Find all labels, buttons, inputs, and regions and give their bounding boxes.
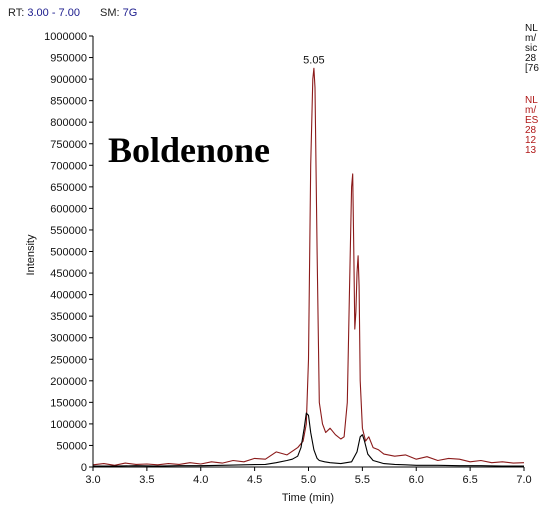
sm-label: SM: <box>100 7 120 19</box>
x-axis-label: Time (min) <box>282 492 334 504</box>
side-red-line: m/ <box>525 105 537 116</box>
side-black-line: [76 <box>525 63 539 74</box>
y-tick-label: 950000 <box>50 53 87 65</box>
y-tick-label: 100000 <box>50 419 87 431</box>
sm-value: 7G <box>122 7 138 19</box>
rt-value: 3.00 - 7.00 <box>27 7 80 19</box>
y-tick-label: 600000 <box>50 203 87 215</box>
axes <box>92 36 524 468</box>
side-red-line: 28 <box>525 125 537 136</box>
y-tick-label: 500000 <box>50 247 87 259</box>
y-tick-label: 250000 <box>50 354 87 366</box>
side-red-line: 12 <box>525 135 537 146</box>
y-tick-label: 550000 <box>50 225 87 237</box>
x-tick-label: 6.0 <box>409 474 424 486</box>
y-tick-label: 350000 <box>50 311 87 323</box>
compound-annotation: Boldenone <box>108 130 270 170</box>
side-black-line: sic <box>525 43 538 54</box>
trace-black-line <box>93 412 524 467</box>
plot-traces <box>92 67 525 467</box>
side-black-line: 28 <box>525 53 537 64</box>
y-tick-label: 200000 <box>50 376 87 388</box>
peak-label: 5.05 <box>303 54 324 66</box>
x-tick-label: 3.5 <box>139 474 154 486</box>
x-tick-label: 6.5 <box>462 474 477 486</box>
y-tick-label: 650000 <box>50 182 87 194</box>
side-black-line: NL <box>525 24 538 34</box>
side-black-line: m/ <box>525 33 537 44</box>
x-tick-label: 3.0 <box>85 474 100 486</box>
side-red-line: ES <box>525 115 539 126</box>
side-info-red: NL m/ ES 28 12 13 <box>525 96 539 156</box>
side-red-line: NL <box>525 96 538 106</box>
y-tick-label: 750000 <box>50 139 87 151</box>
y-tick-label: 0 <box>81 462 87 474</box>
header-range: RT: 3.00 - 7.00 <box>8 7 80 19</box>
y-axis-label: Intensity <box>25 234 37 275</box>
trace-red-line <box>92 67 525 466</box>
x-tick-label: 5.0 <box>301 474 316 486</box>
rt-label: RT: <box>8 7 25 19</box>
side-info-black: NL m/ sic 28 [76 <box>525 24 539 74</box>
y-tick-label: 850000 <box>50 96 87 108</box>
y-tick-label: 50000 <box>56 440 87 452</box>
x-tick-label: 5.5 <box>355 474 370 486</box>
x-ticks: 3.0 3.5 4.0 4.5 5.0 5.5 6.0 6.5 7.0 <box>85 467 532 486</box>
y-tick-label: 700000 <box>50 160 87 172</box>
side-red-line: 13 <box>525 145 537 156</box>
y-tick-label: 450000 <box>50 268 87 280</box>
y-tick-label: 150000 <box>50 397 87 409</box>
y-ticks: 0 50000 100000 150000 200000 250000 300000 3500… <box>44 31 93 474</box>
x-tick-label: 7.0 <box>516 474 531 486</box>
y-tick-label: 1000000 <box>44 31 87 43</box>
y-tick-label: 900000 <box>50 74 87 86</box>
y-tick-label: 800000 <box>50 117 87 129</box>
x-tick-label: 4.5 <box>247 474 262 486</box>
y-tick-label: 400000 <box>50 290 87 302</box>
x-tick-label: 4.0 <box>193 474 208 486</box>
header-smoothing: SM: 7G <box>100 7 137 19</box>
y-tick-label: 300000 <box>50 333 87 345</box>
